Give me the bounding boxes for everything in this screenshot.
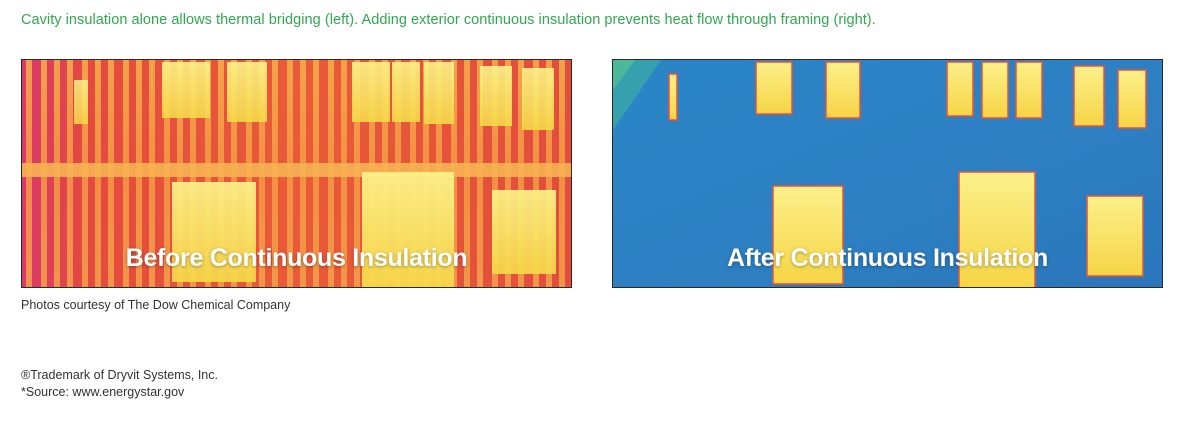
thermal-image-before-graphic: [22, 60, 571, 287]
source-footnote: *Source: www.energystar.gov: [21, 385, 185, 399]
photo-credit: Photos courtesy of The Dow Chemical Comp…: [21, 298, 291, 312]
thermal-image-after: After Continuous Insulation: [612, 59, 1163, 288]
thermal-image-after-label: After Continuous Insulation: [726, 244, 1049, 272]
footnotes: ®Trademark of Dryvit Systems, Inc. *Sour…: [21, 367, 218, 401]
figure-caption: Cavity insulation alone allows thermal b…: [21, 12, 876, 28]
thermal-image-before: Before Continuous Insulation: [21, 59, 572, 288]
thermal-image-before-label: Before Continuous Insulation: [125, 244, 468, 272]
thermal-image-after-graphic: [613, 60, 1162, 287]
trademark-footnote: ®Trademark of Dryvit Systems, Inc.: [21, 368, 218, 382]
